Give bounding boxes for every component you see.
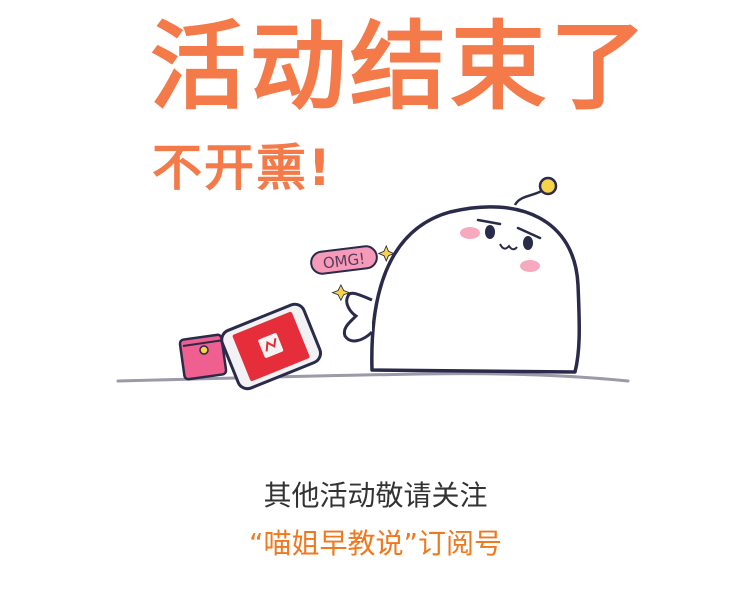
- sparkle-icon: [331, 244, 395, 302]
- omg-bubble-icon: [310, 245, 378, 275]
- mascot-character: [342, 176, 581, 374]
- page-title: 活动结束了: [150, 11, 650, 123]
- page-subtitle: 不开熏!: [152, 139, 333, 197]
- ground-line: [116, 372, 630, 383]
- footer-line-2: “喵姐早教说”订阅号: [248, 527, 502, 560]
- phone-icon: [220, 302, 323, 391]
- footer-line-1: 其他活动敬请关注: [263, 479, 488, 512]
- red-envelope-icon: [178, 333, 228, 381]
- mascot-illustration: [116, 176, 630, 391]
